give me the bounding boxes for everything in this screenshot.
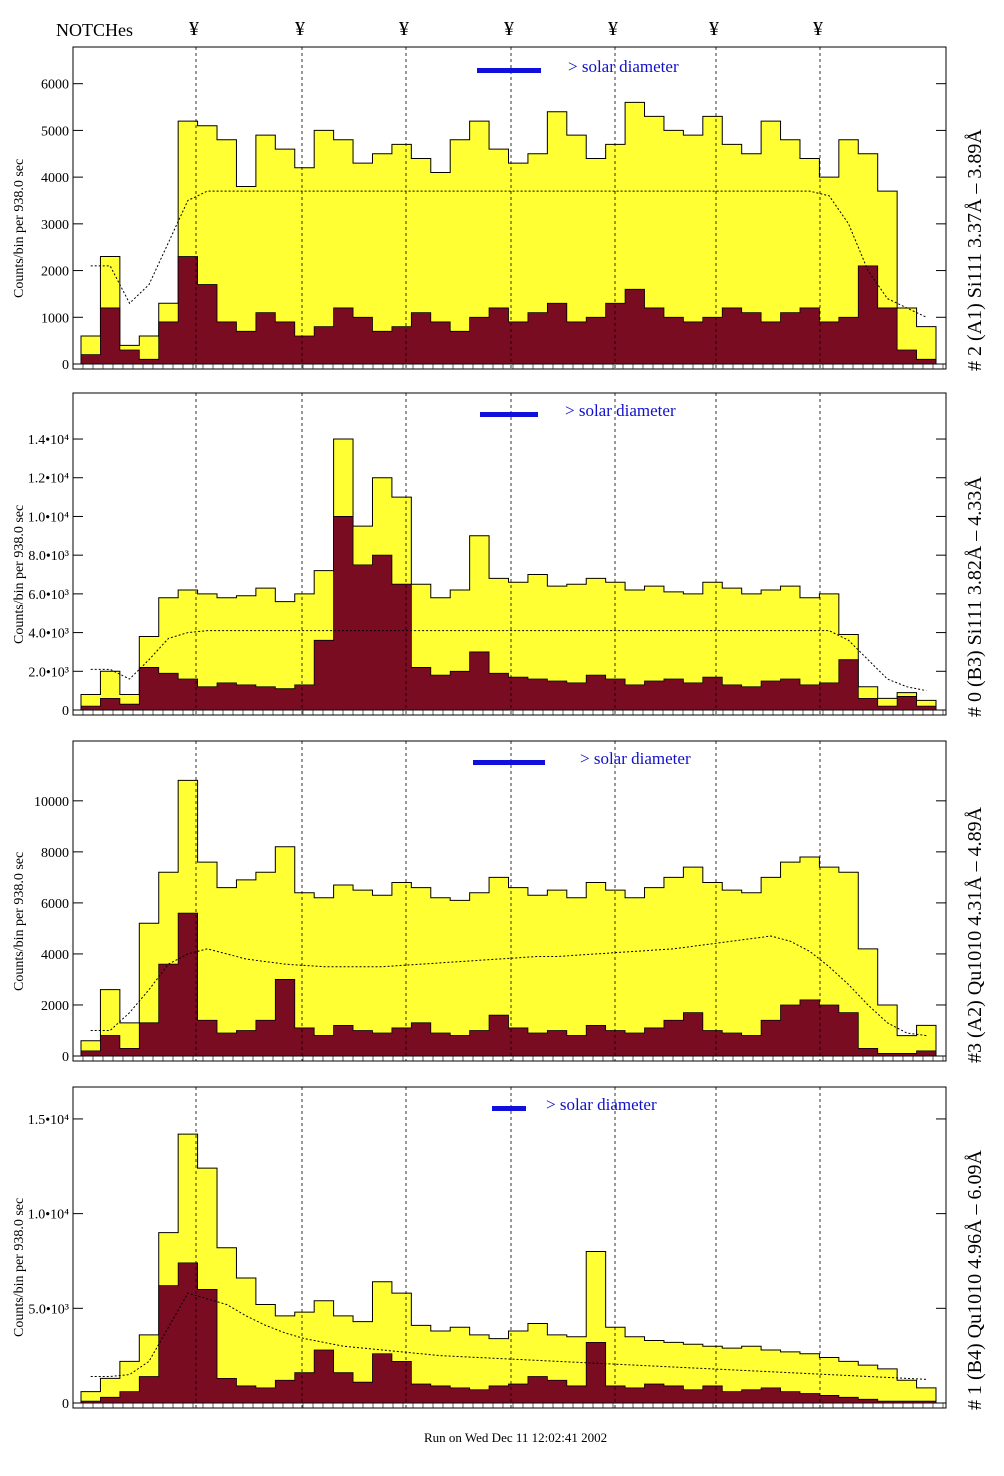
panel-title: # 0 (B3) Si111 3.82Å – 4.33Å bbox=[964, 476, 986, 717]
y-tick-label: 1.0•10⁴ bbox=[28, 1208, 69, 1223]
y-axis-label: Counts/bin per 938.0 sec bbox=[12, 1198, 27, 1338]
y-tick-label: 1.4•10⁴ bbox=[28, 433, 69, 448]
legend-label: > solar diameter bbox=[546, 1095, 657, 1114]
y-tick-label: 1000 bbox=[41, 311, 69, 326]
inner-histogram bbox=[80, 256, 937, 365]
fit-curve bbox=[90, 935, 927, 1037]
notch-marker-glyph: ¥ bbox=[504, 18, 514, 40]
legend-swatch bbox=[480, 412, 538, 417]
y-tick-label: 8.0•10³ bbox=[28, 549, 69, 564]
outer-histogram bbox=[80, 101, 937, 365]
outer-histogram bbox=[80, 438, 937, 711]
notch-marker-glyph: ¥ bbox=[295, 18, 305, 40]
notch-marker-glyph: ¥ bbox=[399, 18, 409, 40]
run-timestamp: Run on Wed Dec 11 12:02:41 2002 bbox=[424, 1430, 608, 1445]
y-tick-label: 4000 bbox=[41, 171, 69, 186]
y-tick-label: 0 bbox=[62, 358, 69, 373]
legend-label: > solar diameter bbox=[580, 749, 691, 768]
inner-histogram bbox=[80, 1262, 937, 1404]
y-axis-label: Counts/bin per 938.0 sec bbox=[12, 504, 27, 645]
y-tick-label: 3000 bbox=[41, 218, 69, 233]
notch-marker-glyph: ¥ bbox=[189, 18, 199, 40]
y-tick-label: 1.0•10⁴ bbox=[28, 510, 69, 525]
y-tick-label: 6000 bbox=[41, 78, 69, 93]
y-tick-label: 2000 bbox=[41, 999, 69, 1014]
y-tick-label: 10000 bbox=[34, 795, 69, 810]
y-tick-label: 1.2•10⁴ bbox=[28, 472, 69, 487]
y-axis-label: Counts/bin per 938.0 sec bbox=[12, 158, 27, 299]
fit-curve bbox=[90, 1292, 927, 1380]
y-tick-label: 5.0•10³ bbox=[28, 1302, 69, 1317]
legend-swatch bbox=[492, 1106, 526, 1111]
panel-title: #3 (A2) Qu1010 4.31Å – 4.89Å bbox=[964, 806, 986, 1063]
notch-marker-glyph: ¥ bbox=[813, 18, 823, 40]
legend-swatch bbox=[473, 760, 545, 765]
legend-label: > solar diameter bbox=[568, 57, 679, 76]
y-tick-label: 0 bbox=[62, 704, 69, 719]
panel-title: # 2 (A1) Si111 3.37Å – 3.89Å bbox=[964, 129, 986, 371]
y-tick-label: 0 bbox=[62, 1050, 69, 1065]
fit-curve bbox=[90, 630, 927, 692]
legend-label: > solar diameter bbox=[565, 401, 676, 420]
notch-marker-glyph: ¥ bbox=[709, 18, 719, 40]
y-tick-label: 6.0•10³ bbox=[28, 588, 69, 603]
y-tick-label: 8000 bbox=[41, 846, 69, 861]
y-tick-label: 0 bbox=[62, 1397, 69, 1412]
y-tick-label: 2000 bbox=[41, 265, 69, 280]
panel-title: # 1 (B4) Qu1010 4.96Å – 6.09Å bbox=[964, 1150, 986, 1410]
y-tick-label: 4000 bbox=[41, 948, 69, 963]
y-tick-label: 2.0•10³ bbox=[28, 665, 69, 680]
legend-swatch bbox=[477, 68, 541, 73]
y-tick-label: 4.0•10³ bbox=[28, 627, 69, 642]
notch-marker-glyph: ¥ bbox=[608, 18, 618, 40]
y-tick-label: 6000 bbox=[41, 897, 69, 912]
fit-curve bbox=[90, 190, 927, 318]
inner-histogram bbox=[80, 912, 937, 1057]
y-tick-label: 5000 bbox=[41, 124, 69, 139]
y-axis-label: Counts/bin per 938.0 sec bbox=[12, 851, 27, 991]
inner-histogram bbox=[80, 516, 937, 711]
y-tick-label: 1.5•10⁴ bbox=[28, 1113, 69, 1128]
notches-label: NOTCHes bbox=[56, 20, 133, 40]
